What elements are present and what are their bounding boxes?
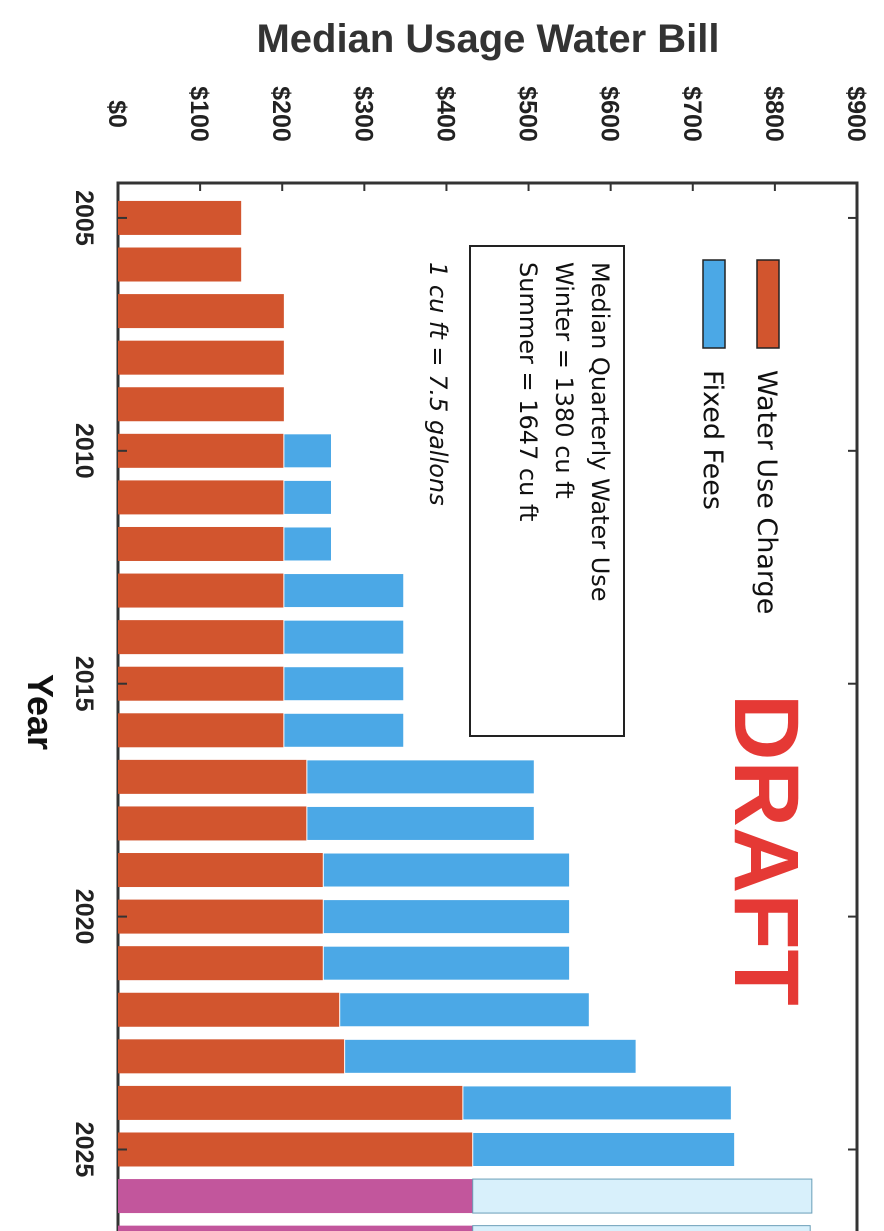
bar-water-use-2015 [118,666,284,701]
bar-fixed-fees-2022 [339,992,590,1028]
bar-fixed-fees-2011 [283,479,332,515]
plot-frame [116,181,859,1231]
x-tick-label: $0 [103,100,131,128]
y-tick-label: 2020 [70,889,98,945]
bar-fixed-fees-2012 [283,526,332,562]
x-tick-label: $200 [267,86,295,142]
bar-fixed-fees-2016 [283,712,405,748]
bar-water-use-2018 [118,806,307,841]
bar-water-use-2021 [118,946,324,981]
legend-label: Water Use Charge [751,370,782,614]
bar-water-use-2024 [118,1085,463,1120]
info-box-line-1: Median Quarterly Water Use [586,262,614,602]
y-tick-label: 2015 [70,656,98,712]
bar-water-use-2005 [118,200,242,235]
bar-fixed-fees-2023 [344,1038,637,1074]
x-tick-label: $600 [596,86,624,142]
bar-fixed-fees-2015 [283,666,405,702]
bar-water-use-2016 [118,713,284,748]
x-tick-label: $700 [678,86,706,142]
x-tick-label: $500 [514,86,542,142]
gallons-note: 1 cu ft = 7.5 gallons [424,262,452,506]
x-tick-label: $400 [431,86,459,142]
y-tick-label: 2005 [70,190,98,246]
bar-fixed-fees-2024 [462,1085,732,1121]
x-axis-ticks: $0 $100 $200 $300 $400 $500 $600 $700 $800 $900 [103,86,870,191]
bar-water-use-2007 [118,294,284,329]
bar-water-use-2019 [118,853,324,888]
bar-water-use-2010 [118,433,284,468]
bar-fixed-fees-2014 [283,619,405,655]
bar-water-use-2023 [118,1039,345,1074]
bar-projected-fixed-fees-2026 [472,1178,813,1214]
bar-water-use-2022 [118,992,340,1027]
bar-fixed-fees-2013 [283,573,405,609]
bar-projected-water-use-2026 [118,1179,473,1214]
draft-watermark: DRAFT [715,694,817,1006]
bar-water-use-2025 [118,1132,473,1167]
bar-projected-water-use-2027 [118,1225,473,1231]
info-box-border [469,245,625,737]
bar-water-use-2020 [118,899,324,934]
bar-water-use-2009 [118,387,284,422]
info-box-line-3: Summer = 1647 cu ft [514,262,542,521]
plot-area [116,181,859,1231]
bar-water-use-2017 [118,759,307,794]
legend-label: Fixed Fees [697,370,728,510]
bar-water-use-2014 [118,620,284,655]
bar-fixed-fees-2018 [306,805,535,841]
bar-fixed-fees-2010 [283,433,332,469]
y-axis-ticks: 2005 2010 2015 2020 2025 [70,190,857,1177]
water-use-info-box: Median Quarterly Water Use Winter = 1380… [469,245,625,737]
bar-fixed-fees-2019 [322,852,571,888]
bar-fixed-fees-2017 [306,759,535,795]
bar-fixed-fees-2025 [472,1131,736,1167]
bar-water-use-2011 [118,480,284,515]
x-tick-label: $900 [842,86,870,142]
x-tick-label: $100 [185,86,213,142]
bar-water-use-2013 [118,573,284,608]
info-box-line-2: Winter = 1380 cu ft [550,262,578,499]
y-axis-label: Year [20,674,61,750]
bar-water-use-2012 [118,526,284,561]
legend-swatch [702,259,726,349]
legend: Water Use Charge Fixed Fees [697,259,782,614]
bar-projected-fixed-fees-2027 [472,1225,811,1231]
chart-title: Median Usage Water Bill [256,17,719,61]
y-tick-label: 2010 [70,423,98,479]
x-tick-label: $800 [760,86,788,142]
y-tick-label: 2025 [70,1122,98,1178]
legend-swatch [756,259,780,349]
bar-water-use-2006 [118,247,242,282]
bar-water-use-2008 [118,340,284,375]
bar-fixed-fees-2020 [322,899,571,935]
bar-fixed-fees-2021 [322,945,571,981]
x-tick-label: $300 [349,86,377,142]
